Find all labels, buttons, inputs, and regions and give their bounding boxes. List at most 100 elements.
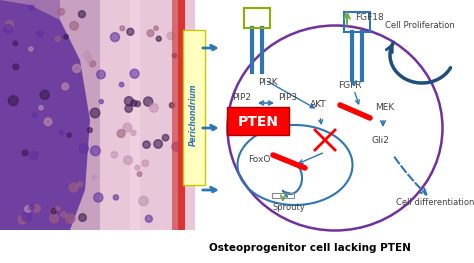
Circle shape: [167, 32, 174, 39]
Text: Cell Proliferation: Cell Proliferation: [385, 21, 455, 30]
Circle shape: [40, 90, 49, 99]
Text: FGFR: FGFR: [338, 81, 362, 90]
Circle shape: [94, 193, 103, 202]
Text: PI3K: PI3K: [258, 78, 278, 87]
Bar: [0, 0, 100, 230]
Circle shape: [142, 160, 149, 166]
Bar: [183, 30, 205, 185]
Circle shape: [50, 209, 55, 213]
Circle shape: [147, 30, 154, 37]
Circle shape: [124, 97, 133, 106]
Polygon shape: [0, 0, 90, 230]
Circle shape: [62, 83, 69, 90]
Circle shape: [91, 146, 100, 156]
Circle shape: [9, 96, 18, 106]
Circle shape: [67, 133, 71, 137]
Circle shape: [5, 21, 13, 29]
Circle shape: [70, 22, 78, 30]
Circle shape: [61, 212, 66, 218]
Circle shape: [92, 175, 97, 179]
Circle shape: [73, 64, 81, 73]
Circle shape: [113, 195, 118, 200]
Circle shape: [111, 151, 118, 158]
Circle shape: [120, 26, 125, 31]
Circle shape: [36, 30, 44, 37]
Circle shape: [123, 123, 132, 132]
Text: Sprouty: Sprouty: [273, 203, 306, 212]
Circle shape: [130, 69, 139, 78]
Circle shape: [88, 128, 92, 133]
Circle shape: [83, 51, 91, 59]
Circle shape: [25, 206, 31, 212]
Text: PIP2: PIP2: [232, 93, 251, 102]
Text: Cell differentiation: Cell differentiation: [396, 198, 474, 207]
Circle shape: [22, 150, 28, 156]
Circle shape: [86, 57, 91, 62]
Circle shape: [135, 101, 140, 107]
Circle shape: [125, 105, 132, 112]
Circle shape: [97, 70, 105, 79]
Circle shape: [79, 144, 88, 153]
Circle shape: [18, 215, 27, 224]
Circle shape: [135, 165, 140, 170]
Circle shape: [59, 130, 64, 135]
Circle shape: [131, 130, 136, 135]
Text: PTEN: PTEN: [237, 115, 279, 129]
Circle shape: [154, 26, 158, 30]
Circle shape: [172, 142, 181, 151]
Circle shape: [156, 36, 161, 41]
Bar: [344, 12, 370, 32]
Circle shape: [78, 11, 85, 18]
Circle shape: [127, 28, 134, 35]
Circle shape: [29, 5, 34, 11]
Text: Osteoprogenitor cell lacking PTEN: Osteoprogenitor cell lacking PTEN: [209, 243, 411, 253]
Text: FoxO: FoxO: [248, 155, 270, 164]
FancyBboxPatch shape: [227, 107, 289, 135]
Circle shape: [22, 212, 32, 221]
Circle shape: [139, 196, 148, 206]
Bar: [172, 0, 178, 230]
Circle shape: [32, 113, 37, 118]
Circle shape: [29, 47, 33, 51]
Bar: [0, 0, 195, 230]
Bar: [140, 0, 195, 230]
Bar: [178, 0, 185, 230]
Circle shape: [13, 41, 18, 45]
Bar: [272, 193, 294, 198]
Bar: [244, 8, 270, 28]
Circle shape: [124, 156, 132, 164]
Circle shape: [4, 24, 13, 33]
Circle shape: [119, 82, 124, 87]
Circle shape: [29, 151, 38, 159]
Circle shape: [51, 208, 56, 214]
Text: FGF18: FGF18: [355, 13, 384, 22]
Circle shape: [44, 118, 52, 126]
Circle shape: [66, 214, 75, 223]
Circle shape: [110, 33, 119, 42]
Text: AKT: AKT: [310, 100, 327, 109]
Text: PIP3: PIP3: [278, 93, 297, 102]
Circle shape: [39, 105, 43, 110]
Circle shape: [162, 134, 169, 141]
Circle shape: [58, 8, 64, 15]
Circle shape: [64, 34, 68, 39]
Circle shape: [99, 99, 103, 104]
Circle shape: [50, 214, 58, 222]
Circle shape: [13, 64, 18, 70]
Circle shape: [173, 54, 177, 58]
Circle shape: [154, 140, 163, 148]
Circle shape: [90, 61, 96, 67]
Circle shape: [144, 97, 153, 106]
Circle shape: [137, 172, 142, 176]
Circle shape: [33, 205, 40, 212]
Circle shape: [56, 206, 60, 211]
Circle shape: [78, 181, 82, 186]
Circle shape: [169, 103, 174, 108]
Circle shape: [143, 141, 150, 148]
Circle shape: [69, 183, 78, 192]
Bar: [0, 0, 60, 230]
Circle shape: [90, 108, 100, 118]
Circle shape: [149, 103, 158, 112]
Text: Perichondrium: Perichondrium: [189, 84, 198, 146]
Circle shape: [29, 205, 34, 210]
